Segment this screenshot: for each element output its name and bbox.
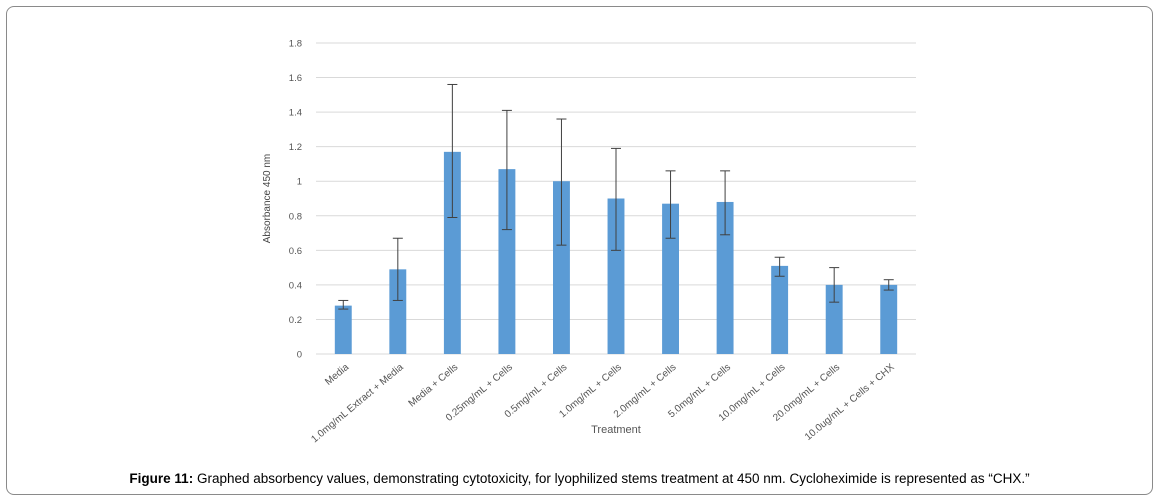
error-bar bbox=[611, 147, 621, 251]
bar bbox=[389, 269, 407, 354]
figure-caption: Figure 11: Graphed absorbency values, de… bbox=[7, 471, 1152, 486]
bar bbox=[443, 151, 461, 354]
error-bar bbox=[392, 237, 403, 301]
error-bar bbox=[556, 118, 567, 246]
category-label: Media + Cells bbox=[407, 362, 461, 410]
caption-label: Figure 11: bbox=[129, 471, 194, 486]
bar bbox=[662, 203, 679, 354]
y-axis-title: Absorbance 450 nm bbox=[262, 154, 273, 244]
error-bar bbox=[774, 256, 785, 277]
error-bar bbox=[447, 83, 458, 219]
y-tick-label: 1.8 bbox=[289, 39, 302, 50]
error-bar bbox=[829, 267, 840, 303]
category-label: 10.0ug/mL + Cells + CHX bbox=[803, 362, 897, 443]
error-bar bbox=[501, 109, 512, 231]
error-bar bbox=[883, 279, 894, 291]
y-tick-label: 0.2 bbox=[289, 315, 302, 326]
category-label: 1.0mg/mL Extract + Media bbox=[309, 362, 406, 446]
bar bbox=[498, 169, 516, 354]
bar bbox=[716, 201, 734, 354]
chart-canvas: 0 0.2 0.4 0.6 0.8 1 1.2 1.4 1.6 1.8 Media1.0mg/mL… bbox=[262, 39, 916, 446]
x-axis-title: Treatment bbox=[591, 424, 641, 436]
bar-chart: 0 0.2 0.4 0.6 0.8 1 1.2 1.4 1.6 1.8 Media 1.0mg/mL… bbox=[226, 21, 946, 451]
bar bbox=[880, 284, 898, 354]
bar bbox=[771, 265, 789, 354]
bar bbox=[334, 305, 352, 354]
error-bars bbox=[338, 83, 894, 310]
bar bbox=[607, 198, 625, 354]
figure-frame: 0 0.2 0.4 0.6 0.8 1 1.2 1.4 1.6 1.8 Media 1.0mg/mL… bbox=[6, 6, 1153, 495]
y-tick-label: 0 bbox=[297, 350, 302, 361]
error-bar bbox=[665, 170, 676, 239]
y-tick-labels: 0 0.2 0.4 0.6 0.8 1 1.2 1.4 1.6 1.8 bbox=[289, 39, 302, 361]
bar bbox=[553, 181, 570, 354]
y-tick-label: 1.4 bbox=[289, 108, 302, 119]
y-tick-label: 1.6 bbox=[289, 73, 302, 84]
bars bbox=[334, 151, 898, 354]
y-tick-label: 1.2 bbox=[289, 142, 302, 153]
y-tick-label: 0.4 bbox=[289, 280, 302, 291]
y-tick-label: 1 bbox=[297, 177, 302, 188]
error-bar bbox=[720, 170, 731, 236]
error-bar bbox=[338, 299, 349, 310]
y-tick-label: 0.6 bbox=[289, 246, 302, 257]
category-label: Media bbox=[323, 362, 351, 388]
caption-text: Graphed absorbency values, demonstrating… bbox=[193, 471, 1030, 486]
y-tick-label: 0.8 bbox=[289, 211, 302, 222]
